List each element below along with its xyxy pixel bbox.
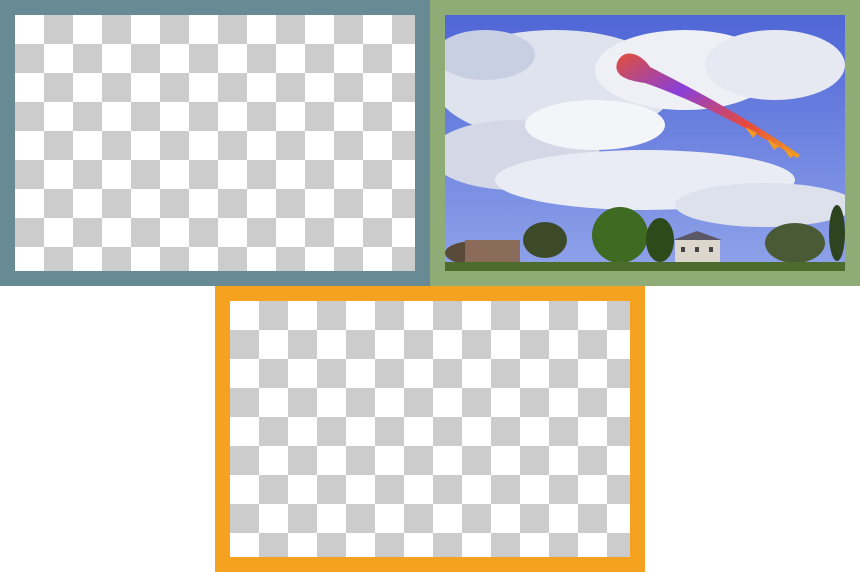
- transparency-checkerboard: [230, 301, 630, 557]
- frame-top-left: [0, 0, 430, 286]
- frame-top-right: [430, 0, 860, 286]
- buildings: [465, 231, 722, 265]
- transparency-checkerboard: [15, 15, 415, 271]
- clouds: [445, 30, 845, 227]
- kite-photo: [445, 15, 845, 271]
- grass: [445, 262, 845, 271]
- kite: [616, 53, 800, 159]
- frame-bottom: [215, 286, 645, 572]
